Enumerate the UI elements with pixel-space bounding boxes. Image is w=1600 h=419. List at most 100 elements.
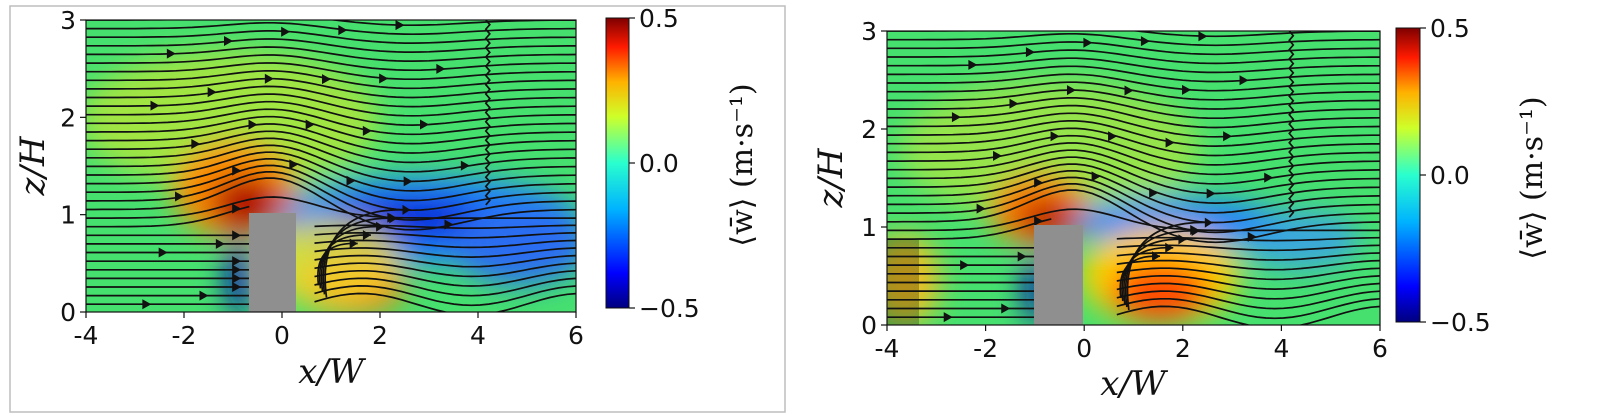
right-streamline-arrow: [951, 112, 961, 123]
left-plot: -4 -2 0 2 4 6 0 1 2 3: [60, 6, 584, 350]
right-streamline-arrow: [976, 203, 986, 214]
left-wake-streamline: [314, 262, 576, 278]
right-streamline: [887, 189, 1380, 244]
left-streamline-arrow: [166, 48, 176, 59]
right-streamline-arrow: [1034, 177, 1044, 188]
right-streamline: [887, 218, 1052, 240]
left-xtick-label: -2: [172, 321, 197, 350]
right-xtick-label: 6: [1372, 334, 1388, 363]
right-streamline-arrow: [1083, 37, 1093, 48]
left-plot-border: [85, 19, 577, 313]
right-ytick-label: 0: [861, 311, 877, 340]
right-streamline: [887, 104, 1380, 129]
left-xtick-label: 6: [568, 321, 584, 350]
right-recirculation-streamline: [1124, 230, 1200, 308]
left-streamline: [86, 77, 576, 99]
left-streamline-arrow: [158, 247, 168, 258]
left-streamline: [86, 151, 576, 192]
right-streamline: [887, 134, 1380, 166]
left-streamline-arrow: [232, 230, 242, 241]
right-streamline: [887, 89, 1380, 110]
left-colorbar: 0.5 0.0 −0.5 ⟨w̄⟩ (m·s⁻¹): [605, 4, 760, 323]
right-colorbar-tick-top: 0.5: [1430, 14, 1470, 43]
right-plot-border: [886, 30, 1381, 326]
left-colorbar-tick-bottom: −0.5: [639, 294, 700, 323]
left-obstacle: [249, 213, 296, 312]
right-colorbar-gradient: [1395, 27, 1421, 323]
left-wake-streamline: [314, 254, 576, 268]
left-streamline: [86, 171, 576, 221]
right-streamline-arrow: [1239, 75, 1249, 86]
right-wake-streamline: [1116, 252, 1380, 261]
right-xtick-label: 2: [1175, 334, 1191, 363]
left-streamline: [86, 123, 576, 154]
right-streamline-arrow: [1034, 215, 1044, 226]
left-wake-streamline: [314, 247, 576, 258]
left-streamline: [86, 137, 576, 173]
left-streamline-arrow: [362, 125, 372, 136]
left-streamline: [86, 130, 576, 164]
right-streamline: [887, 65, 1380, 83]
left-streamline: [86, 164, 576, 212]
left-recirculation-streamline: [324, 208, 411, 298]
left-streamline: [86, 54, 576, 72]
left-streamline: [86, 30, 576, 44]
left-wake-streamline: [314, 292, 576, 312]
right-wake-streamline: [1116, 267, 1380, 281]
left-streamline: [86, 20, 576, 27]
right-streamline: [887, 163, 1380, 204]
left-streamline-arrow: [232, 264, 242, 275]
right-streamline-arrow: [1066, 85, 1076, 96]
right-xtick-label: -2: [973, 334, 998, 363]
left-streamline-arrow: [224, 35, 233, 46]
right-streamline-arrow: [1182, 84, 1192, 95]
right-streamline: [887, 31, 1380, 38]
left-streamline: [86, 85, 576, 108]
left-recirculation-arrow: [349, 238, 358, 249]
right-recirculation-arrow: [1204, 217, 1213, 228]
left-recirculation-streamline: [322, 217, 398, 295]
left-seam-line: [484, 20, 491, 206]
right-wake-streamline: [1116, 259, 1380, 271]
left-ytick-label: 1: [60, 201, 76, 230]
right-colorbar-label: ⟨w̄⟩ (m·s⁻¹): [1515, 96, 1550, 259]
right-streamline: [887, 127, 1380, 157]
right-streamline-arrow: [1206, 188, 1216, 199]
left-streamlines: [86, 20, 576, 312]
left-recirculation-arrow: [376, 221, 385, 232]
left-recirculation-arrow: [402, 204, 411, 215]
right-streamline-arrow: [968, 59, 978, 70]
left-streamline-arrow: [436, 63, 446, 74]
right-ytick-label: 2: [861, 115, 877, 144]
right-wake-streamline: [1116, 305, 1380, 325]
left-recirculation-arrow: [389, 213, 398, 224]
left-streamline-arrow: [264, 73, 274, 84]
right-streamline: [887, 120, 1380, 147]
left-wake-streamline: [314, 231, 576, 239]
right-recirculation-streamline: [1126, 221, 1213, 311]
left-streamline-arrow: [175, 191, 184, 202]
left-streamline-arrow: [379, 73, 389, 84]
right-xtick-label: 0: [1076, 334, 1092, 363]
left-ytick-label: 3: [60, 6, 76, 35]
right-recirculation-arrow: [1165, 242, 1174, 253]
right-seam-line: [1288, 31, 1295, 218]
left-recirculation-arrow: [362, 230, 371, 241]
left-streamline-arrow: [305, 119, 315, 130]
right-wake-streamline: [1116, 290, 1380, 310]
right-streamline: [887, 176, 1380, 224]
right-axis-ticks: -4 -2 0 2 4 6 0 1 2 3: [861, 17, 1388, 363]
left-streamline-arrow: [248, 119, 258, 130]
right-streamline: [887, 170, 1380, 214]
left-streamline-arrow: [403, 176, 413, 187]
left-streamline-arrow: [322, 74, 331, 85]
left-ytick-label: 0: [60, 298, 76, 327]
left-xtick-label: 4: [470, 321, 486, 350]
left-streamline: [86, 100, 576, 126]
right-recirculation-arrow: [1191, 226, 1200, 236]
right-streamline-arrow: [1149, 187, 1159, 198]
left-streamline-arrow: [232, 203, 242, 214]
right-streamline-arrow: [1001, 303, 1011, 314]
left-xtick-label: 2: [372, 321, 388, 350]
